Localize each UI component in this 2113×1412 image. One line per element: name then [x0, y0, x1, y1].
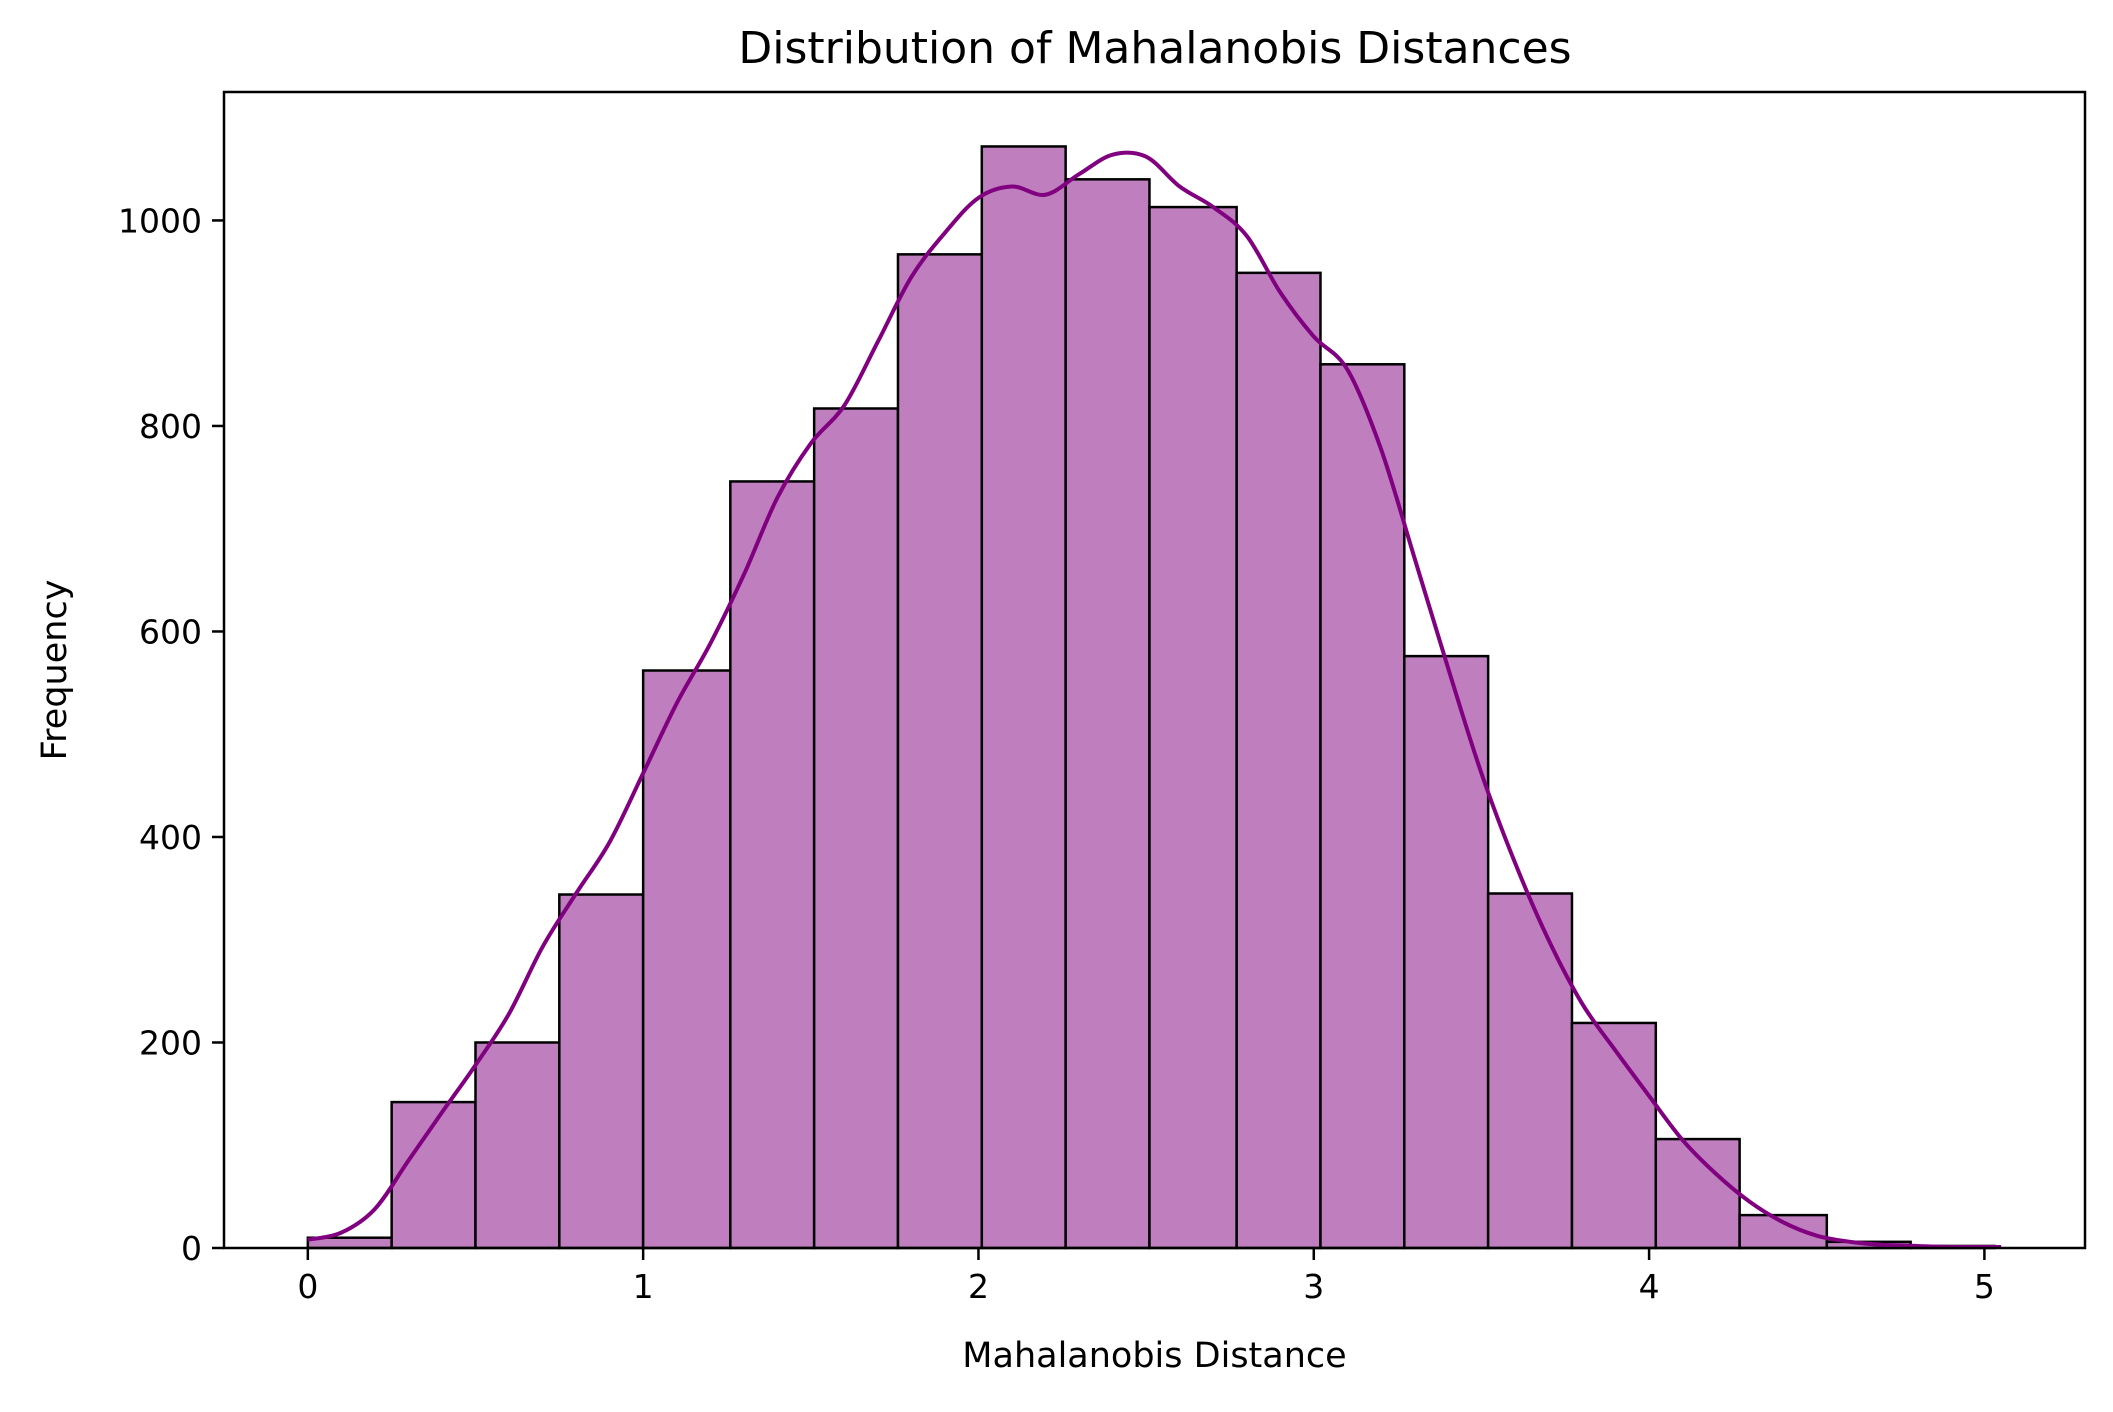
- kde-group: [307, 150, 2002, 1250]
- y-tick-label: 600: [139, 612, 202, 651]
- y-tick-label: 800: [139, 407, 202, 446]
- y-axis-ticks: 0 200 400 600 800 1000: [118, 201, 224, 1268]
- x-tick-label: 4: [1639, 1267, 1660, 1306]
- x-tick-label: 0: [297, 1267, 318, 1306]
- x-tick-label: 2: [968, 1267, 989, 1306]
- kde-line: [307, 150, 2002, 1250]
- histogram-bar: [980, 145, 1067, 1250]
- y-axis-label: Frequency: [35, 580, 75, 761]
- histogram-bar: [1064, 178, 1151, 1250]
- histogram-bar: [1148, 205, 1238, 1250]
- histogram-bar: [641, 669, 732, 1250]
- x-tick-label: 5: [1974, 1267, 1995, 1306]
- y-tick-label: 0: [181, 1229, 202, 1268]
- bars-group: [306, 145, 1996, 1250]
- histogram-bar: [1235, 271, 1322, 1250]
- histogram-bar: [1570, 1021, 1658, 1250]
- histogram-bar: [1403, 654, 1490, 1250]
- x-tick-label: 1: [633, 1267, 654, 1306]
- plot-frame: [222, 90, 2087, 1250]
- x-axis-ticks: 0 1 2 3 4 5: [297, 1248, 1995, 1306]
- histogram-bar: [812, 407, 900, 1250]
- y-tick-label: 200: [139, 1023, 202, 1062]
- histogram-bar: [558, 893, 645, 1250]
- histogram-bar: [896, 253, 984, 1250]
- histogram-bar: [1486, 892, 1574, 1250]
- y-tick-label: 400: [139, 818, 202, 857]
- histogram-bar: [474, 1041, 561, 1250]
- y-tick-label: 1000: [118, 201, 202, 240]
- histogram-bar: [1319, 363, 1406, 1250]
- x-tick-label: 3: [1303, 1267, 1324, 1306]
- histogram-bar: [729, 480, 816, 1250]
- histogram-bar: [1738, 1213, 1829, 1250]
- x-axis-label: Mahalanobis Distance: [962, 1336, 1346, 1376]
- chart-title: Distribution of Mahalanobis Distances: [738, 23, 1571, 74]
